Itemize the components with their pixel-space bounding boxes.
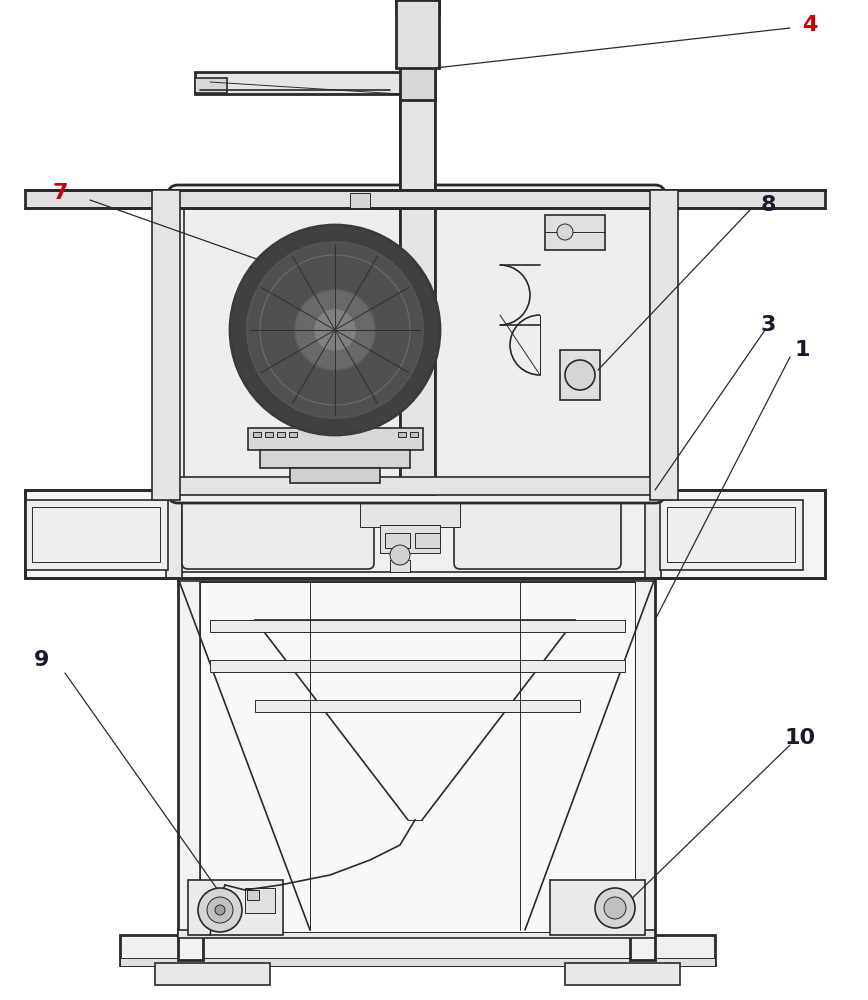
Bar xyxy=(120,958,715,966)
Bar xyxy=(188,880,283,935)
Bar xyxy=(630,575,655,960)
Bar xyxy=(385,533,410,548)
Text: 8: 8 xyxy=(760,195,776,215)
Bar xyxy=(247,890,259,900)
Bar xyxy=(166,490,182,578)
Text: 1: 1 xyxy=(794,340,810,360)
Bar xyxy=(645,490,661,578)
Bar xyxy=(545,215,605,250)
Bar xyxy=(550,880,645,935)
Bar xyxy=(650,190,678,500)
Circle shape xyxy=(565,360,595,390)
Text: 10: 10 xyxy=(785,728,816,748)
FancyBboxPatch shape xyxy=(182,492,374,569)
Bar xyxy=(25,500,168,570)
Bar xyxy=(200,582,635,932)
Bar xyxy=(410,432,418,437)
Bar xyxy=(120,935,715,965)
Bar xyxy=(32,507,160,562)
Bar xyxy=(253,432,261,437)
Bar xyxy=(398,432,406,437)
Text: 3: 3 xyxy=(760,315,776,335)
Text: 7: 7 xyxy=(52,183,68,203)
Bar xyxy=(178,477,655,495)
Circle shape xyxy=(207,897,233,923)
Text: 4: 4 xyxy=(802,15,818,35)
Bar xyxy=(255,700,580,712)
Bar xyxy=(560,350,600,400)
Bar xyxy=(660,500,803,570)
Bar xyxy=(265,432,273,437)
FancyBboxPatch shape xyxy=(454,492,621,569)
Bar xyxy=(178,496,655,572)
FancyBboxPatch shape xyxy=(184,200,650,491)
Bar xyxy=(195,72,405,94)
Bar xyxy=(152,190,180,500)
Bar xyxy=(360,502,460,527)
Bar xyxy=(25,190,825,208)
Circle shape xyxy=(230,225,440,435)
Bar xyxy=(245,888,275,913)
Bar xyxy=(400,0,435,490)
Circle shape xyxy=(604,897,626,919)
Bar xyxy=(380,525,440,553)
Bar xyxy=(178,930,655,938)
Circle shape xyxy=(315,310,355,350)
Bar xyxy=(200,582,635,932)
Bar xyxy=(396,0,439,68)
Bar xyxy=(277,432,285,437)
Bar xyxy=(155,963,270,985)
Text: 9: 9 xyxy=(35,650,49,670)
FancyBboxPatch shape xyxy=(168,185,665,503)
Circle shape xyxy=(390,545,410,565)
Bar xyxy=(210,660,625,672)
Circle shape xyxy=(595,888,635,928)
Bar xyxy=(210,620,625,632)
Bar xyxy=(178,575,203,960)
Bar xyxy=(415,533,440,548)
Bar xyxy=(400,65,435,100)
Bar xyxy=(667,507,795,562)
Bar xyxy=(289,432,297,437)
Circle shape xyxy=(557,224,573,240)
Bar xyxy=(178,190,655,208)
Circle shape xyxy=(198,888,242,932)
Circle shape xyxy=(247,242,423,418)
Bar xyxy=(565,963,680,985)
Bar xyxy=(260,450,410,468)
Bar xyxy=(195,78,227,93)
Bar xyxy=(396,0,439,15)
Bar xyxy=(178,573,655,581)
Bar xyxy=(25,490,825,578)
Bar xyxy=(350,193,370,208)
Circle shape xyxy=(295,290,375,370)
Bar xyxy=(290,468,380,483)
Circle shape xyxy=(215,905,225,915)
Bar xyxy=(390,560,410,572)
Bar xyxy=(400,5,435,495)
Bar xyxy=(248,428,423,450)
